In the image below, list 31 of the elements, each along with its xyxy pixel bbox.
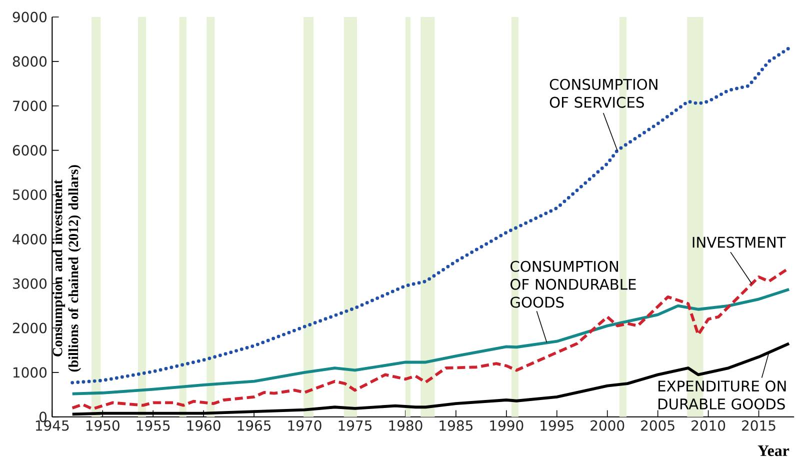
x-axis-title: Year — [758, 445, 790, 456]
y-axis-title: Consumption and investment (billions of chained (2012) dollars) — [52, 165, 81, 372]
x-tick-label: 1990 — [490, 420, 524, 431]
x-tick-label: 2005 — [641, 420, 674, 431]
x-tick-label: 1995 — [540, 420, 574, 431]
x-tick-label: 1965 — [238, 420, 271, 431]
x-tick-label: 2015 — [742, 420, 776, 431]
y-tick-label: 8000 — [12, 56, 47, 67]
x-tick-label: 2010 — [692, 420, 726, 431]
y-tick-label: 0 — [40, 412, 47, 422]
x-tick-label: 1975 — [338, 420, 372, 431]
x-tick-label: 1950 — [86, 420, 120, 431]
y-tick-label: 4000 — [12, 234, 47, 244]
x-tick-label: 1945 — [36, 420, 69, 431]
y-tick-label: 5000 — [13, 189, 47, 200]
x-tick-label: 1955 — [136, 420, 170, 431]
x-tick-label: 2000 — [590, 420, 624, 431]
series-label: INVESTMENT — [692, 236, 786, 248]
series-label: CONSUMPTION OF SERVICES — [550, 78, 658, 108]
x-tick-label: 1985 — [440, 420, 472, 431]
y-tick-label: 3000 — [13, 278, 47, 289]
x-tick-label: 1960 — [187, 420, 220, 431]
y-tick-label: 6000 — [12, 145, 47, 156]
legend-label: EXPENDITURE ON DURABLE GOODS — [658, 380, 786, 410]
y-tick-label: 7000 — [13, 100, 47, 112]
y-tick-label: 2000 — [12, 322, 47, 334]
x-tick-label: 1970 — [288, 420, 322, 431]
x-tick-label: 1980 — [389, 420, 422, 431]
y-tick-label: 9000 — [12, 12, 47, 22]
series-label: CONSUMPTION OF NONDURABLE GOODS — [510, 260, 636, 308]
y-tick-label: 1000 — [13, 367, 47, 378]
